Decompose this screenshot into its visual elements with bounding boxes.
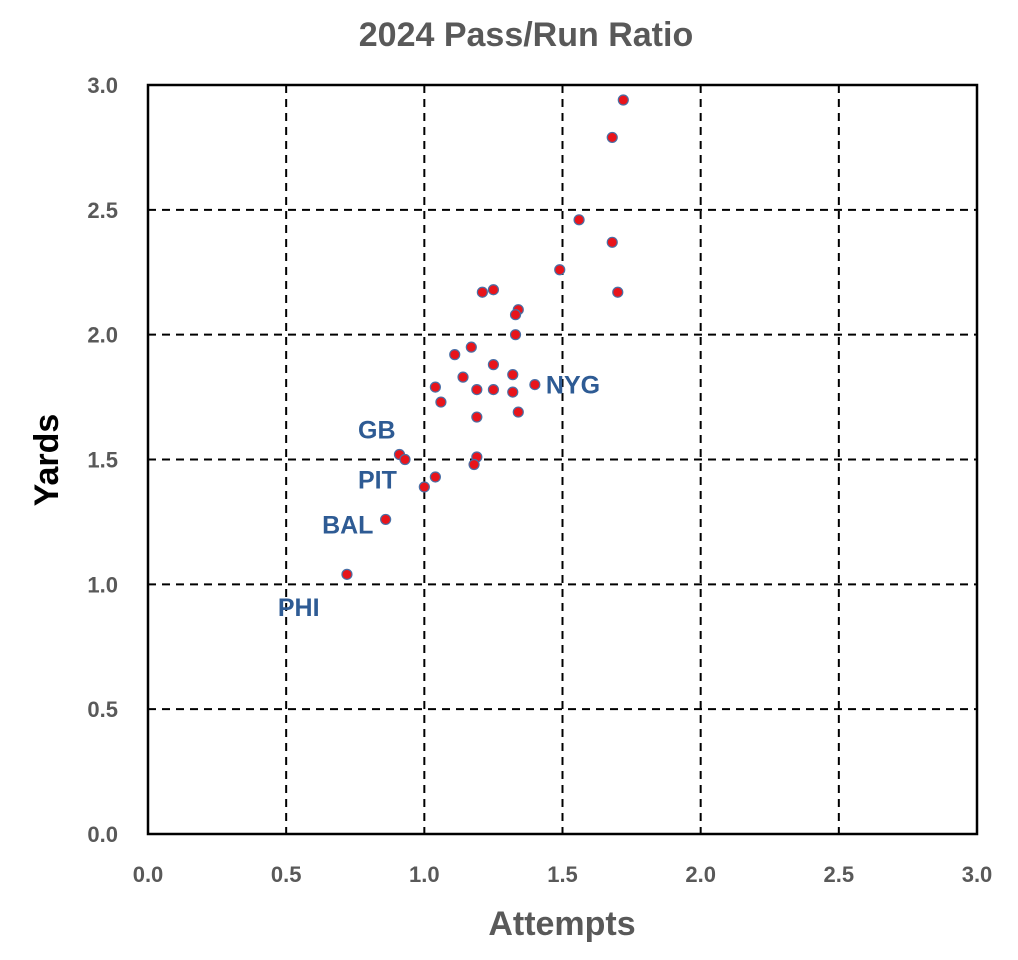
data-point — [399, 453, 411, 466]
x-axis-label: Attempts — [488, 905, 635, 943]
y-tick-label: 2.5 — [87, 198, 118, 223]
data-point — [435, 396, 447, 408]
data-point — [418, 481, 430, 493]
data-point — [429, 381, 441, 393]
grid-lines — [148, 85, 977, 834]
data-point — [471, 383, 483, 396]
data-point — [529, 379, 541, 391]
data-point — [512, 406, 524, 418]
data-point — [487, 284, 500, 296]
data-point — [449, 349, 461, 361]
data-point — [380, 513, 392, 526]
x-tick-label: 1.0 — [409, 862, 440, 887]
data-point — [509, 309, 522, 321]
plot-area-frame — [146, 83, 979, 836]
data-point — [507, 369, 519, 381]
y-axis-label: Yards — [28, 414, 66, 507]
data-point — [507, 386, 519, 398]
data-points — [341, 94, 629, 580]
data-point — [457, 371, 469, 383]
data-point — [573, 214, 585, 226]
y-tick-label: 2.0 — [87, 323, 118, 348]
data-point — [606, 236, 618, 248]
x-tick-label: 2.0 — [685, 862, 716, 887]
data-point — [617, 94, 629, 106]
point-annotations: NYG GB PIT BAL PHI — [278, 372, 600, 622]
data-point — [487, 383, 500, 396]
point-annotation: PHI — [278, 594, 320, 622]
data-point — [341, 568, 353, 580]
point-annotation: NYG — [546, 372, 600, 400]
x-tick-label: 2.5 — [824, 862, 855, 887]
data-point — [554, 264, 566, 276]
tick-labels: 0.0 0.5 1.0 1.5 2.0 2.5 3.0 0.0 0.5 1.0 1.5 2.0 2.5 3… — [87, 73, 992, 887]
data-point — [465, 341, 477, 353]
x-tick-label: 1.5 — [547, 862, 578, 887]
data-point — [476, 286, 488, 298]
data-point — [471, 411, 483, 423]
data-point — [612, 286, 624, 298]
y-tick-label: 1.5 — [87, 448, 118, 473]
data-point — [509, 329, 522, 341]
data-point — [468, 458, 480, 471]
x-tick-label: 0.5 — [271, 862, 302, 887]
chart-title: 2024 Pass/Run Ratio — [359, 16, 693, 54]
point-annotation: BAL — [322, 511, 373, 539]
y-tick-label: 0.5 — [87, 697, 118, 722]
point-annotation: GB — [358, 417, 396, 445]
y-tick-label: 1.0 — [87, 572, 118, 597]
y-tick-label: 0.0 — [87, 822, 118, 847]
y-tick-label: 3.0 — [87, 73, 118, 98]
data-point — [606, 131, 618, 144]
point-annotation: PIT — [358, 466, 397, 494]
x-tick-label: 3.0 — [962, 862, 993, 887]
x-tick-label: 0.0 — [133, 862, 164, 887]
data-point — [429, 471, 441, 483]
data-point — [487, 359, 500, 371]
